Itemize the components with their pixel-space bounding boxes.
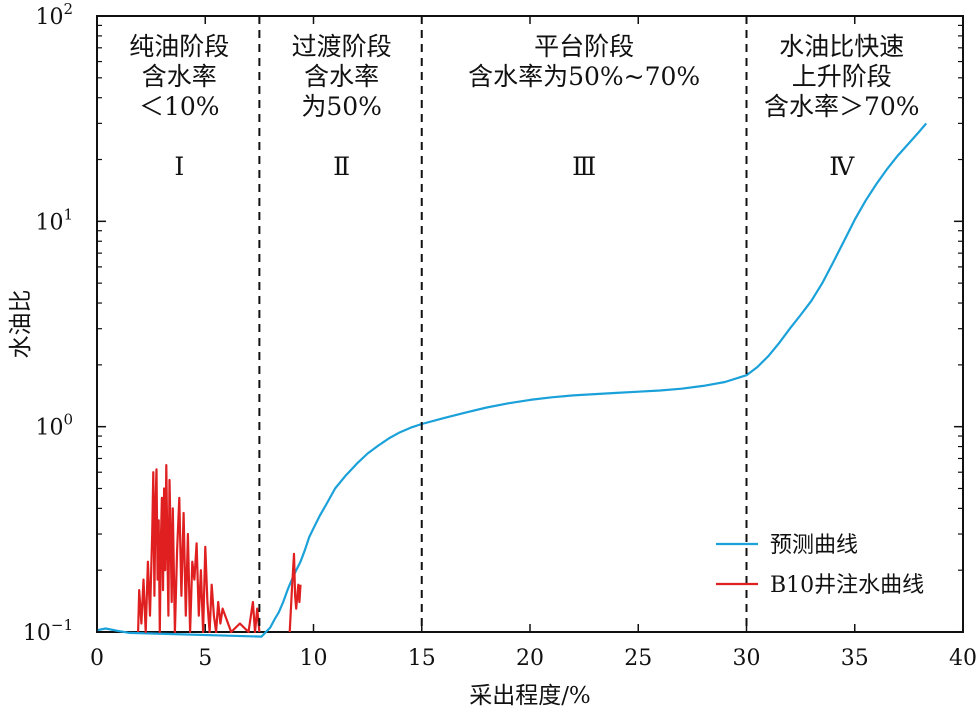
legend: 预测曲线 B10井注水曲线 [716,533,924,598]
x-tick-label-20: 20 [516,646,544,671]
x-axis-label: 采出程度/% [469,683,591,709]
series-layer [96,122,928,638]
stage-3-text-1: 平台阶段 [534,32,634,61]
x-tick-label-35: 35 [841,646,869,671]
x-tick-label-5: 5 [198,646,212,671]
series-line-1 [96,122,928,638]
legend-label-2: B10井注水曲线 [770,573,924,598]
axes: 0 5 10 15 20 25 30 35 40 10−1 100 101 102 [23,0,977,671]
x-tick-label-15: 15 [408,646,436,671]
stage-3-text-2: 含水率为50%~70% [468,62,700,91]
y-tick-label-1: 100 [35,411,73,441]
stage-4-text-3: 含水率＞70% [764,92,920,121]
stage-1-text-1: 纯油阶段 [129,32,229,61]
x-tick-label-0: 0 [90,646,104,671]
stage-annotations: 纯油阶段含水率＜10%Ⅰ过渡阶段含水率为50%Ⅱ平台阶段含水率为50%~70%Ⅲ… [129,32,919,181]
y-axis-label: 水油比 [8,290,34,359]
stage-4-text-1: 水油比快速 [779,32,904,61]
x-tick-label-40: 40 [949,646,977,671]
legend-label-1: 预测曲线 [770,533,858,558]
y-tick-label-3: 102 [35,0,73,30]
stage-4-roman-numeral: Ⅳ [829,152,855,181]
stage-2-text-3: 为50% [301,92,382,121]
series-line-2 [137,464,302,634]
stage-1-text-2: 含水率 [142,62,217,91]
stage-2-roman-numeral: Ⅱ [333,152,350,181]
stage-2-text-1: 过渡阶段 [292,32,392,61]
x-tick-label-30: 30 [733,646,761,671]
stage-boundaries [258,16,748,632]
stage-2-text-2: 含水率 [304,62,379,91]
x-tick-label-25: 25 [624,646,652,671]
y-tick-label-2: 101 [35,205,73,235]
stage-3-roman-numeral: Ⅲ [572,152,596,181]
stage-1-text-3: ＜10% [139,92,220,121]
stage-4-text-2: 上升阶段 [792,62,892,91]
y-tick-label-0: 10−1 [23,616,73,646]
stage-1-roman-numeral: Ⅰ [174,152,184,181]
x-tick-label-10: 10 [300,646,328,671]
